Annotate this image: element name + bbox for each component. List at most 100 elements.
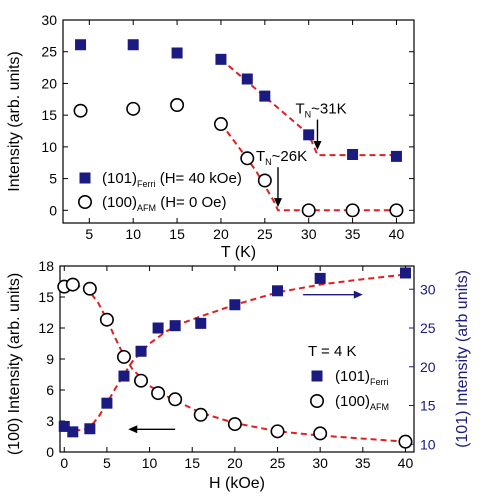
- top-annotation-label-tail: ~31K: [311, 101, 346, 118]
- panel-temperature-dependence: 5 10 15 20 25 30 35 40 0 5 10 15 20 25 30 T (K) Intensit…: [6, 12, 415, 261]
- top-xtick-label: 20: [213, 226, 229, 242]
- top-annotation-label-main: T: [256, 148, 265, 165]
- bottom-data-point: [314, 272, 326, 284]
- top-y-axis-label: Intensity (arb. units): [6, 51, 23, 192]
- top-annotation-arrow-head: [273, 198, 282, 208]
- bottom-legend-label-main: (101): [335, 368, 370, 385]
- top-legend-label-sub: AFM: [137, 203, 156, 213]
- bottom-legend-label-sub: Ferri: [370, 377, 389, 387]
- top-data-point: [127, 39, 139, 51]
- bottom-data-point: [399, 267, 411, 279]
- bottom-data-point: [99, 312, 114, 327]
- bottom-data-point: [84, 423, 96, 435]
- bottom-legend-label: (100)AFM: [335, 393, 389, 412]
- bottom-y-axis-right-label: (101) Intensity (arb units): [454, 270, 471, 448]
- top-data-point: [389, 203, 404, 218]
- top-xtick-label: 10: [125, 226, 141, 242]
- top-data-point: [259, 90, 271, 102]
- bottom-xtick-label: 40: [398, 455, 414, 471]
- bottom-data-point: [151, 386, 166, 401]
- top-ytick-label: 0: [49, 202, 57, 218]
- top-annotation-label-tail: ~26K: [272, 148, 307, 165]
- top-data-point: [240, 151, 255, 166]
- top-data-point: [390, 150, 402, 162]
- top-legend-label-main: (100): [102, 194, 137, 211]
- bottom-data-point: [65, 277, 80, 292]
- bottom-data-point: [168, 392, 183, 407]
- bottom-ytick-right-label: 20: [420, 359, 436, 375]
- bottom-legend-label-main: (100): [335, 393, 370, 410]
- bottom-x-axis-label: H (kOe): [209, 475, 265, 492]
- bottom-xtick-label: 30: [312, 455, 328, 471]
- bottom-data-point: [193, 407, 208, 422]
- top-legend-label: (101)Ferri (H= 40 kOe): [102, 170, 242, 189]
- top-data-point: [347, 148, 359, 160]
- top-fit-line: [220, 122, 397, 212]
- bottom-ytick-right-label: 10: [420, 436, 436, 452]
- bottom-xtick-label: 25: [270, 455, 286, 471]
- bottom-ytick-label: 12: [38, 320, 54, 336]
- bottom-data-point: [67, 426, 79, 438]
- top-xtick-label: 35: [345, 226, 361, 242]
- bottom-xtick-label: 20: [227, 455, 243, 471]
- top-data-point: [171, 47, 183, 59]
- top-annotation-label-main: T: [295, 101, 304, 118]
- bottom-legend-label-sub: AFM: [370, 402, 389, 412]
- top-annotation-label-sub: N: [265, 157, 272, 167]
- top-legend-label-tail: (H= 0 Oe): [156, 194, 226, 211]
- top-annotation-label: TN~26K: [256, 148, 307, 167]
- bottom-direction-arrow-head: [128, 425, 138, 434]
- top-annotation-arrow-head: [313, 141, 322, 151]
- top-ytick-label: 5: [49, 171, 57, 187]
- top-data-point: [257, 173, 272, 188]
- top-legend-label-main: (101): [102, 170, 137, 187]
- top-ytick-label: 25: [41, 44, 57, 60]
- top-xtick-label: 25: [257, 226, 273, 242]
- bottom-data-point: [135, 345, 147, 357]
- bottom-fit-line: [64, 273, 406, 432]
- bottom-data-point: [229, 299, 241, 311]
- bottom-legend-marker: [311, 370, 323, 382]
- top-xtick-label: 15: [169, 226, 185, 242]
- top-legend-label-sub: Ferri: [137, 179, 156, 189]
- top-x-axis-label: T (K): [221, 244, 256, 261]
- bottom-data-point: [270, 424, 285, 439]
- top-legend-marker: [79, 172, 91, 184]
- top-data-point: [303, 129, 315, 141]
- bottom-data-point: [134, 373, 149, 388]
- bottom-ytick-right-label: 25: [420, 320, 436, 336]
- top-ytick-label: 10: [41, 139, 57, 155]
- top-data-point: [170, 98, 185, 113]
- top-ytick-label: 15: [41, 107, 57, 123]
- bottom-legend-title: T = 4 K: [308, 343, 357, 360]
- bottom-ytick-label: 18: [38, 258, 54, 274]
- top-data-point: [75, 39, 87, 51]
- top-data-point: [215, 53, 227, 65]
- top-ytick-label: 20: [41, 75, 57, 91]
- top-data-point: [126, 101, 141, 116]
- top-data-point: [213, 117, 228, 132]
- top-data-point: [345, 203, 360, 218]
- bottom-data-point: [169, 320, 181, 332]
- bottom-xtick-label: 35: [355, 455, 371, 471]
- bottom-ytick-label: 3: [46, 413, 54, 429]
- bottom-data-point: [116, 349, 131, 364]
- bottom-data-point: [152, 322, 164, 334]
- bottom-data-point: [118, 370, 130, 382]
- bottom-data-point: [195, 317, 207, 329]
- bottom-xtick-label: 15: [184, 455, 200, 471]
- bottom-data-point: [82, 281, 97, 296]
- top-annotation-label: TN~31K: [295, 101, 346, 120]
- top-legend-marker: [78, 195, 93, 210]
- bottom-ytick-label: 9: [46, 351, 54, 367]
- bottom-legend-marker: [309, 393, 324, 408]
- top-data-point: [301, 203, 316, 218]
- top-ytick-label: 30: [41, 12, 57, 28]
- top-legend-label: (100)AFM (H= 0 Oe): [102, 194, 226, 213]
- bottom-ytick-right-label: 15: [420, 398, 436, 414]
- bottom-data-point: [227, 417, 242, 432]
- top-plot-frame: [62, 19, 415, 224]
- top-annotation-label-sub: N: [305, 110, 312, 120]
- top-data-point: [73, 103, 88, 118]
